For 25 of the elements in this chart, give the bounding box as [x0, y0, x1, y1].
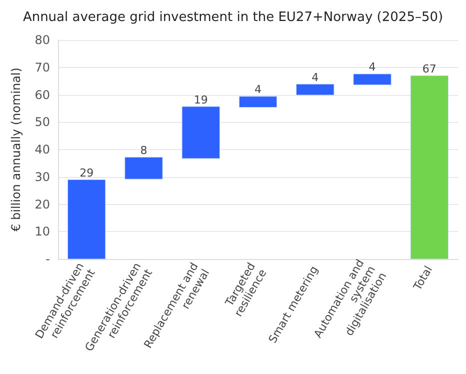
data-label: 4 [254, 83, 262, 96]
y-tick-label: 20 [34, 197, 50, 212]
y-tick-label: 80 [34, 33, 50, 47]
bar [296, 84, 334, 96]
y-tick-label: 10 [34, 224, 50, 239]
y-axis-title: € billion annually (nominal) [9, 68, 23, 232]
bar [410, 75, 449, 260]
bar [353, 74, 392, 86]
data-label: 4 [368, 60, 376, 74]
data-label: 29 [80, 166, 94, 180]
y-tick-label: 30 [34, 170, 50, 184]
y-tick-label: 40 [34, 142, 50, 156]
data-label: 4 [312, 70, 319, 84]
bar [124, 156, 163, 180]
y-tick-label: 70 [34, 60, 50, 74]
data-label: 67 [422, 62, 436, 76]
bar [67, 179, 106, 260]
bar [182, 106, 220, 159]
chart-title: Annual average grid investment in the EU27+Norway (2025–50) [22, 10, 444, 25]
y-tick-label: 50 [34, 115, 50, 130]
y-tick-label: 60 [34, 88, 50, 102]
y-tick-label: - [46, 252, 50, 266]
bar [238, 96, 278, 108]
data-label: 19 [194, 93, 208, 106]
data-label: 8 [140, 144, 148, 157]
